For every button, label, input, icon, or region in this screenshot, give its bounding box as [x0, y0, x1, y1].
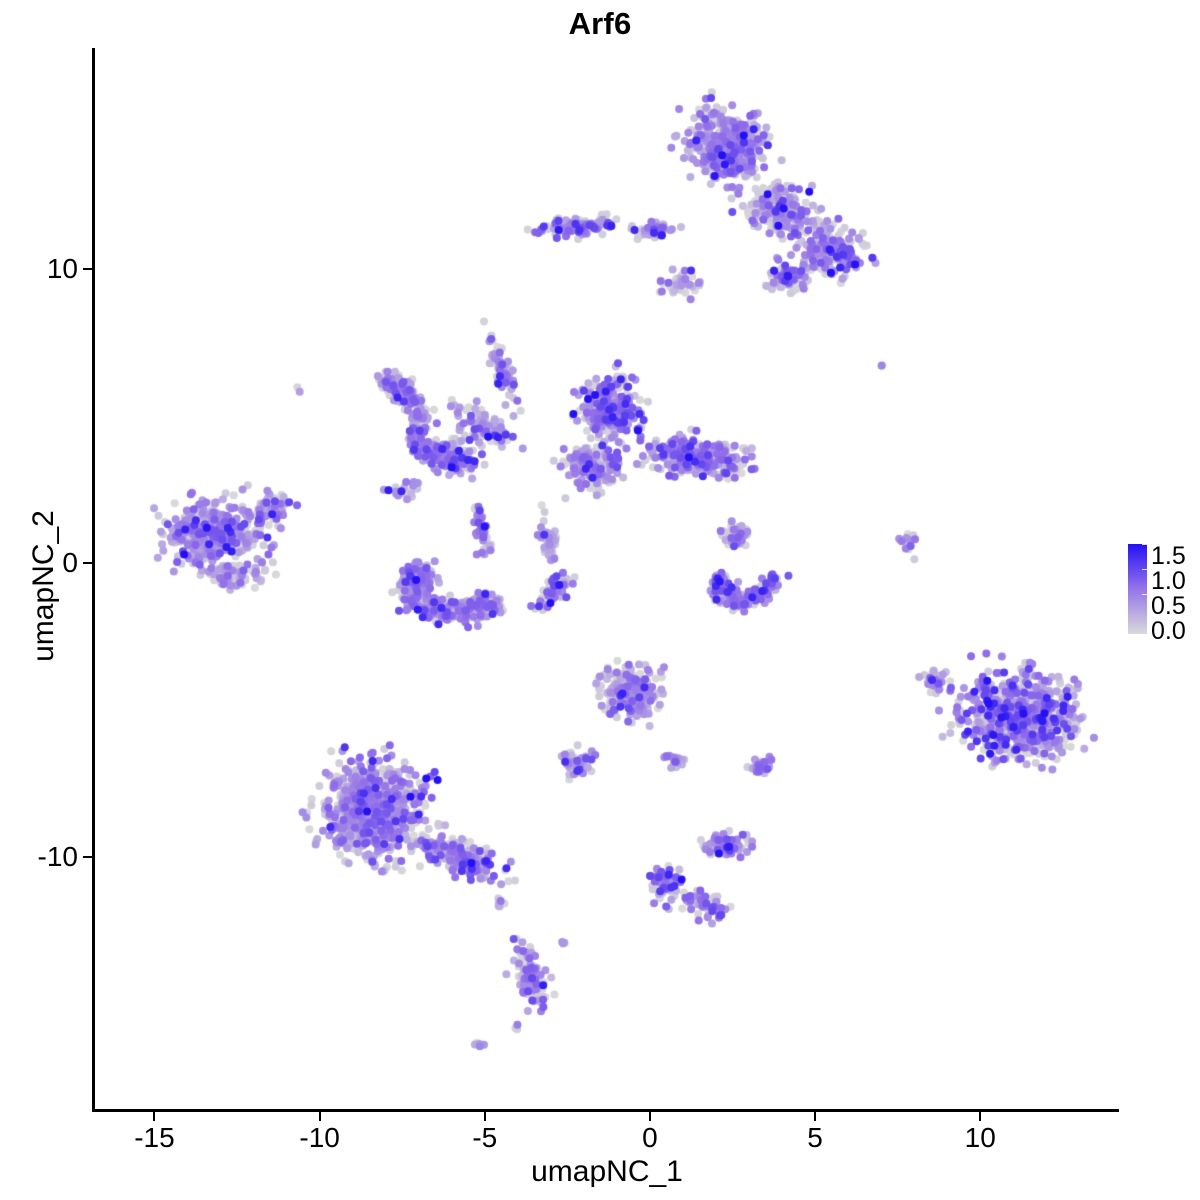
colorbar-tick-label: 1.0	[1151, 567, 1186, 595]
y-tick-label: 0	[62, 546, 78, 578]
x-tick-label: -15	[134, 1122, 175, 1153]
colorbar-gradient	[1128, 544, 1147, 634]
x-axis-title: umapNC_1	[531, 1155, 683, 1188]
colorbar-tick-mark	[1142, 594, 1147, 596]
x-tick-label: -10	[299, 1122, 340, 1153]
plot-panel	[95, 48, 1119, 1110]
colorbar-tick-mark	[1142, 569, 1147, 571]
x-tick-mark	[648, 1112, 651, 1121]
x-tick-mark	[979, 1112, 982, 1121]
x-tick-mark	[318, 1112, 321, 1121]
scatter-canvas	[95, 48, 1119, 1110]
colorbar-tick-mark	[1142, 544, 1147, 545]
x-tick-label: 0	[642, 1122, 658, 1153]
y-tick-mark	[83, 856, 92, 858]
x-tick-mark	[483, 1112, 486, 1121]
legend-colorbar-group: 1.5 1.0 0.5 0.0	[1128, 544, 1186, 644]
y-axis-title: umapNC_2	[27, 510, 60, 662]
x-tick-mark	[153, 1112, 156, 1121]
page-title: Arf6	[568, 6, 632, 41]
x-tick-label: 10	[964, 1122, 996, 1153]
x-tick-label: 5	[807, 1122, 823, 1153]
x-tick-label: -5	[472, 1122, 498, 1153]
colorbar-tick-label: 1.5	[1151, 542, 1186, 570]
colorbar-labels: 1.5 1.0 0.5 0.0	[1151, 544, 1186, 644]
colorbar-tick-label: 0.5	[1151, 592, 1186, 620]
y-axis-line	[92, 48, 95, 1112]
x-tick-mark	[814, 1112, 817, 1121]
y-tick-mark	[83, 561, 92, 564]
colorbar-tick-label: 0.0	[1151, 617, 1186, 645]
y-tick-mark	[83, 267, 92, 270]
x-axis-line	[92, 1109, 1119, 1112]
